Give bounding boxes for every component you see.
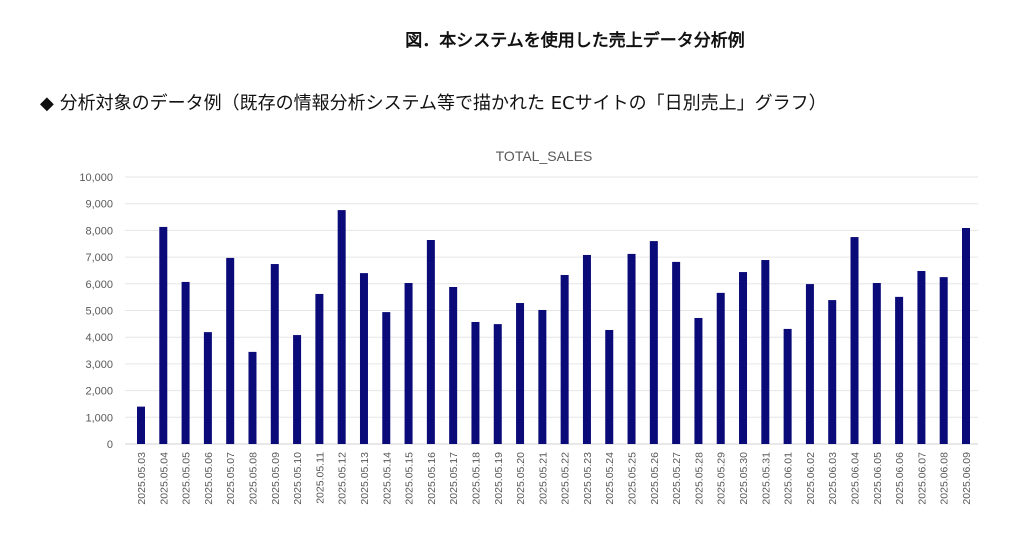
x-tick-label: 2025.05.05 [181,452,193,505]
y-tick-label: 0 [107,439,113,451]
x-tick-label: 2025.05.24 [604,452,616,505]
x-tick-label: 2025.05.18 [470,452,482,505]
bar-2025.05.29 [716,292,725,444]
section-heading: ◆ 分析対象のデータ例（既存の情報分析システム等で描かれた ECサイトの「日別売… [40,93,827,114]
bar-2025.05.04 [159,226,168,444]
bar-2025.05.13 [359,273,368,444]
bar-2025.06.04 [850,237,859,444]
x-tick-label: 2025.05.21 [537,452,549,505]
bar-2025.05.20 [516,303,525,444]
bar-2025.05.22 [560,274,569,444]
bar-2025.05.14 [382,312,391,444]
x-tick-label: 2025.06.04 [850,452,862,505]
bar-2025.05.24 [605,329,614,444]
x-tick-label: 2025.05.30 [738,452,750,505]
bar-2025.06.01 [783,328,792,444]
x-tick-label: 2025.05.27 [671,452,683,505]
bar-2025.05.21 [538,309,547,444]
y-tick-label: 9,000 [85,199,113,211]
x-tick-label: 2025.05.19 [493,452,505,505]
x-tick-label: 2025.06.07 [916,452,928,505]
bar-2025.05.18 [471,321,480,444]
x-tick-label: 2025.06.03 [827,452,839,505]
x-tick-label: 2025.05.28 [693,452,705,505]
x-tick-label: 2025.05.10 [292,452,304,505]
y-tick-label: 1,000 [85,412,113,424]
y-tick-label: 10,000 [79,172,113,184]
bar-2025.05.07 [226,257,235,444]
y-tick-label: 7,000 [85,252,113,264]
x-tick-label: 2025.06.09 [961,452,973,505]
x-tick-label: 2025.05.03 [136,452,148,505]
x-tick-label: 2025.06.01 [783,452,795,505]
x-tick-label: 2025.06.06 [894,452,906,505]
bar-2025.05.30 [739,272,748,444]
x-tick-label: 2025.05.31 [760,452,772,505]
y-tick-label: 3,000 [85,359,113,371]
x-tick-label: 2025.05.17 [448,452,460,505]
bar-2025.05.26 [649,241,658,444]
x-tick-label: 2025.05.06 [203,452,215,505]
bar-2025.05.06 [203,332,212,444]
x-tick-label: 2025.05.23 [582,452,594,505]
y-tick-label: 8,000 [85,225,113,237]
y-tick-label: 5,000 [85,306,113,318]
x-tick-label: 2025.05.29 [716,452,728,505]
x-tick-label: 2025.05.26 [649,452,661,505]
bar-2025.05.08 [248,351,257,444]
bar-2025.05.16 [426,240,435,444]
bar-2025.06.08 [939,277,948,444]
bar-2025.05.05 [181,281,190,444]
x-tick-label: 2025.05.22 [560,452,572,505]
bar-2025.05.25 [627,253,636,444]
x-tick-label: 2025.05.20 [515,452,527,505]
x-tick-label: 2025.06.08 [939,452,951,505]
bar-2025.06.09 [962,227,970,444]
bar-2025.06.07 [917,270,926,444]
bar-2025.05.09 [270,264,279,444]
x-tick-label: 2025.05.07 [225,452,237,505]
figure-caption: 図．本システムを使用した売上データ分析例 [405,31,745,51]
y-tick-label: 6,000 [85,279,113,291]
x-tick-label: 2025.05.09 [270,452,282,505]
x-tick-label: 2025.06.02 [805,452,817,505]
bar-2025.05.28 [694,317,703,444]
y-tick-label: 4,000 [85,332,113,344]
x-tick-label: 2025.05.25 [627,452,639,505]
x-tick-label: 2025.05.16 [426,452,438,505]
bar-2025.05.12 [337,210,346,444]
x-tick-label: 2025.05.14 [381,452,393,505]
bar-2025.05.17 [449,287,458,444]
bar-2025.06.06 [895,296,904,444]
x-tick-label: 2025.05.08 [247,452,259,505]
bar-2025.05.15 [404,282,413,444]
bar-2025.05.23 [582,254,591,444]
bar-2025.05.11 [315,293,324,444]
x-tick-label: 2025.05.13 [359,452,371,505]
bar-2025.05.03 [137,406,145,444]
bar-2025.05.10 [293,335,302,444]
bar-2025.06.05 [872,282,881,444]
x-tick-label: 2025.05.15 [404,452,416,505]
bar-2025.05.31 [761,260,770,444]
x-tick-label: 2025.06.05 [872,452,884,505]
bar-2025.06.02 [805,284,814,444]
bar-2025.06.03 [828,300,837,444]
bar-2025.05.19 [493,324,502,444]
x-tick-label: 2025.05.04 [158,452,170,505]
bar-2025.05.27 [672,261,681,444]
chart-title: TOTAL_SALES [496,148,593,164]
x-tick-label: 2025.05.12 [337,452,349,505]
x-tick-label: 2025.05.11 [314,452,326,504]
y-tick-label: 2,000 [85,386,113,398]
